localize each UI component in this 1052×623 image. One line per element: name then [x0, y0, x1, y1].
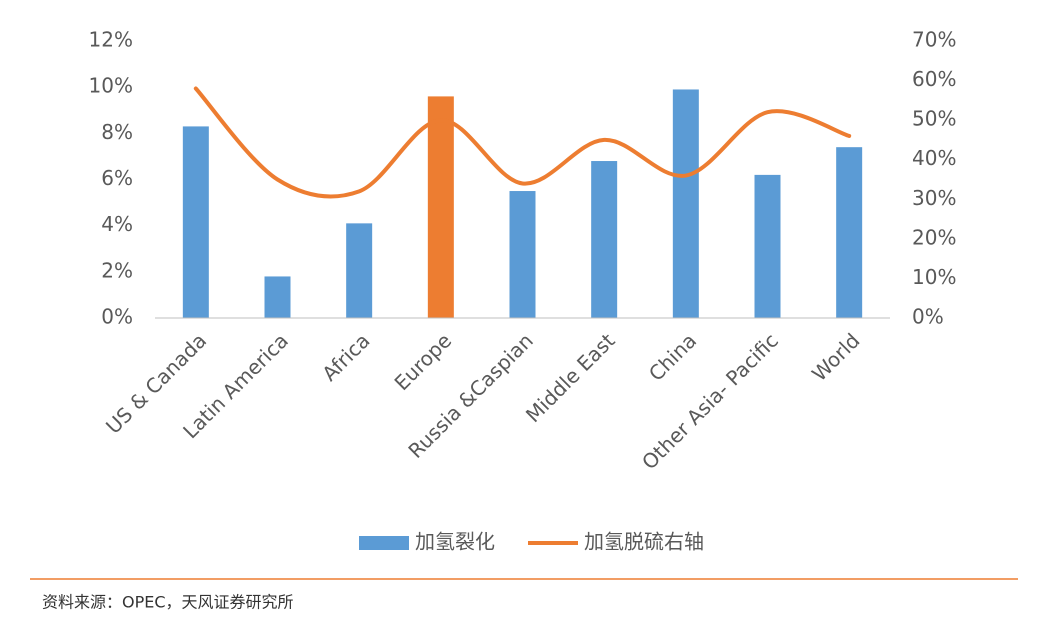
bar [672, 89, 699, 318]
x-tick-label: Middle East [521, 328, 620, 427]
y-tick-label: 6% [101, 166, 133, 190]
x-tick-label: Europe [390, 328, 457, 395]
y2-tick-label: 0% [912, 305, 944, 329]
y2-tick-label: 40% [912, 146, 956, 170]
y-tick-label: 4% [101, 212, 133, 236]
x-tick-label: China [644, 328, 701, 385]
bar [427, 96, 454, 319]
y-tick-label: 0% [101, 305, 133, 329]
x-tick-label: Africa [317, 328, 374, 385]
legend-swatch [359, 536, 409, 550]
y-tick-label: 8% [101, 120, 133, 144]
y-tick-label: 10% [89, 74, 133, 98]
legend-label: 加氢裂化 [415, 530, 495, 554]
bar [754, 174, 781, 318]
x-tick-label: World [807, 328, 865, 386]
bar [591, 161, 618, 318]
y2-tick-label: 50% [912, 107, 956, 131]
y2-tick-label: 70% [912, 28, 956, 52]
bar [836, 147, 863, 318]
bar [264, 276, 291, 318]
x-tick-label: Other Asia- Pacific [637, 328, 783, 474]
bar [346, 223, 373, 318]
y-tick-label: 12% [89, 28, 133, 52]
line [193, 86, 852, 199]
bar [182, 126, 209, 319]
y2-tick-label: 60% [912, 67, 956, 91]
legend-label: 加氢脱硫右轴 [584, 530, 704, 554]
y2-tick-label: 20% [912, 225, 956, 249]
bar [509, 191, 536, 318]
y-tick-label: 2% [101, 258, 133, 282]
source-note: 资料来源：OPEC，天风证券研究所 [42, 593, 294, 612]
y2-tick-label: 30% [912, 186, 956, 210]
y2-tick-label: 10% [912, 265, 956, 289]
